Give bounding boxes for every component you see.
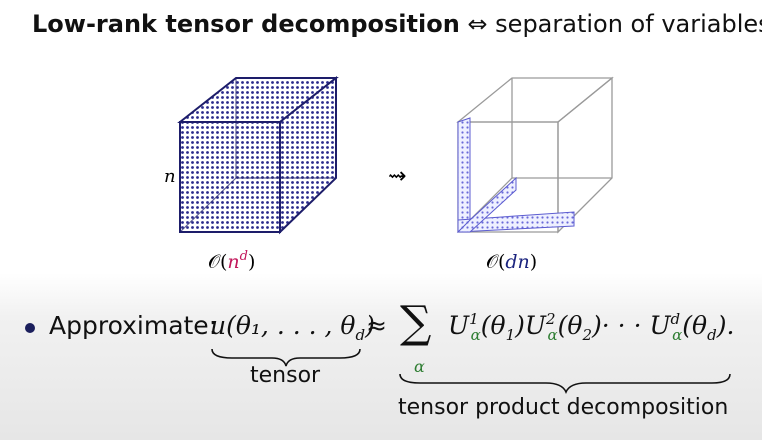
rhs-expression: U1α(θ1)U2α(θ2)· · · Udα(θd).	[448, 310, 735, 344]
n-label: n	[164, 166, 176, 187]
approx-symbol: ≈	[366, 311, 387, 340]
decomposition-label: tensor product decomposition	[398, 395, 729, 420]
slide-title: Low-rank tensor decomposition ⇔ separati…	[32, 10, 762, 38]
decomposition-underbrace	[399, 373, 731, 394]
tensor-label: tensor	[250, 363, 321, 388]
sum-symbol: ∑	[400, 297, 432, 348]
dense-cube	[177, 75, 339, 235]
sum-index: α	[414, 357, 425, 376]
factor-fibers	[456, 117, 575, 233]
title-rest: separation of variables:	[495, 10, 762, 38]
title-bold: Low-rank tensor decomposition	[32, 10, 460, 38]
cube-figure: n ⇝ 𝒪(nd) 𝒪(dn)	[164, 75, 614, 273]
bullet-dot	[25, 323, 35, 333]
right-complexity: 𝒪(dn)	[486, 251, 537, 273]
lhs-expression: u(θ₁, . . . , θd)	[210, 311, 375, 344]
title-arrow: ⇔	[467, 10, 488, 38]
sparse-cube	[456, 76, 614, 234]
transform-arrow: ⇝	[388, 164, 406, 189]
tensor-underbrace	[211, 348, 361, 367]
approximate-label: Approximate:	[49, 311, 218, 340]
left-complexity: 𝒪(nd)	[208, 249, 255, 273]
